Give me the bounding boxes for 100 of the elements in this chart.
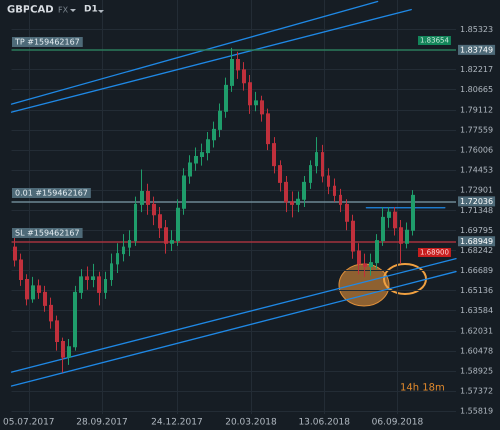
candlestick	[212, 121, 216, 148]
candlestick	[254, 91, 258, 112]
y-tick-label: 1.69795	[460, 226, 494, 235]
candlestick	[73, 285, 77, 352]
x-tick-label: 20.03.2018	[225, 418, 278, 428]
candlestick	[309, 160, 312, 190]
candlestick	[134, 196, 137, 246]
candlestick	[242, 62, 246, 92]
annotation: TP #159462167	[14, 38, 80, 46]
candlestick	[19, 253, 23, 286]
candlestick	[315, 136, 318, 174]
candlestick	[176, 198, 180, 246]
candlestick	[116, 242, 119, 274]
x-tick-label: 24.12.2017	[151, 418, 203, 428]
candlestick	[272, 136, 276, 174]
candlestick	[224, 77, 228, 118]
annotation: SL #159462167	[15, 228, 80, 238]
candlestick	[182, 168, 186, 216]
candlestick	[146, 183, 150, 216]
y-tick-label: 1.66689	[460, 266, 494, 276]
annotation: D1	[84, 4, 98, 14]
candlestick	[327, 168, 330, 195]
candlestick	[128, 230, 131, 257]
y-tick-label: 1.72901	[460, 186, 494, 195]
y-tick-label: 1.55819	[460, 406, 494, 416]
y-tick-label: 1.65136	[460, 286, 494, 296]
candlestick	[290, 190, 294, 218]
candlestick	[296, 190, 300, 213]
candlestick	[25, 274, 29, 306]
y-tick-label: 1.71348	[460, 206, 494, 215]
candlestick	[158, 206, 162, 239]
chart-title: GBPCAD	[7, 4, 54, 16]
x-tick-label: 05.07.2017	[3, 418, 55, 428]
candlestick	[164, 219, 168, 254]
candlestick	[405, 222, 409, 249]
y-tick-label: 1.57372	[460, 386, 494, 396]
candlestick	[85, 266, 89, 290]
candlestick	[369, 253, 373, 276]
candlestick	[351, 214, 355, 260]
y-tick-label: 1.62031	[460, 326, 494, 336]
annotation: FX	[58, 6, 69, 14]
candlestick	[170, 230, 174, 252]
candlestick	[399, 219, 403, 264]
candlestick	[321, 144, 324, 183]
candlestick	[140, 168, 144, 213]
candlestick	[37, 278, 41, 300]
candlestick	[357, 242, 361, 275]
candlestick	[266, 108, 270, 151]
candlestick	[104, 271, 107, 300]
y-tick-label: 1.76006	[460, 145, 494, 154]
x-tick-label: 28.09.2017	[76, 418, 128, 428]
candlestick	[278, 160, 282, 192]
candlestick	[43, 285, 47, 312]
candlestick	[375, 234, 379, 270]
y-tick-label: 1.58925	[460, 366, 494, 376]
y-tick-label: 1.85323	[460, 24, 494, 34]
candlestick	[284, 175, 288, 213]
annotation: 14h 18m	[400, 382, 445, 394]
y-tick-label: 1.77559	[460, 125, 494, 134]
x-tick-label: 13.06.2018	[298, 418, 350, 428]
candlestick	[333, 178, 336, 202]
candlestick	[152, 196, 156, 226]
candlestick	[61, 337, 65, 374]
candlestick	[302, 175, 306, 208]
y-tick-label: 1.68242	[460, 246, 494, 255]
y-tick-label: 1.80665	[460, 85, 494, 94]
y-tick-label: 1.63584	[460, 306, 494, 316]
candlestick	[345, 198, 349, 231]
candlestick	[194, 146, 198, 172]
candlestick	[248, 74, 252, 114]
candlestick	[206, 131, 210, 161]
candlestick	[230, 47, 234, 92]
candlestick	[236, 51, 240, 80]
candlestick	[97, 271, 101, 306]
candlestick	[55, 315, 59, 352]
candlestick	[387, 206, 391, 228]
candlestick	[218, 103, 222, 138]
candlestick	[393, 206, 397, 236]
candlestick	[13, 238, 17, 268]
y-tick-label: 1.74453	[460, 166, 494, 175]
candlestick	[79, 268, 83, 300]
candlestick	[200, 143, 204, 166]
candlestick	[363, 253, 367, 278]
candlestick	[110, 253, 113, 286]
ref-line-label: 1.68949	[460, 236, 494, 246]
candlestick	[260, 95, 264, 122]
candlestick	[381, 206, 385, 246]
candlestick	[67, 338, 71, 366]
candlestick	[339, 188, 342, 213]
candlestick	[122, 234, 125, 262]
candlestick	[411, 190, 415, 236]
x-tick-label: 06.09.2018	[372, 418, 424, 428]
y-tick-label: 1.82217	[460, 65, 494, 74]
ref-line-label: 1.83749	[460, 45, 494, 54]
candlestick	[91, 263, 95, 288]
candlestick	[49, 297, 53, 330]
ref-line-label: 1.72036	[460, 196, 494, 206]
y-tick-label: 1.60478	[460, 346, 494, 356]
candlestick	[31, 276, 35, 304]
annotation: 0.01 #159462167	[15, 188, 88, 198]
